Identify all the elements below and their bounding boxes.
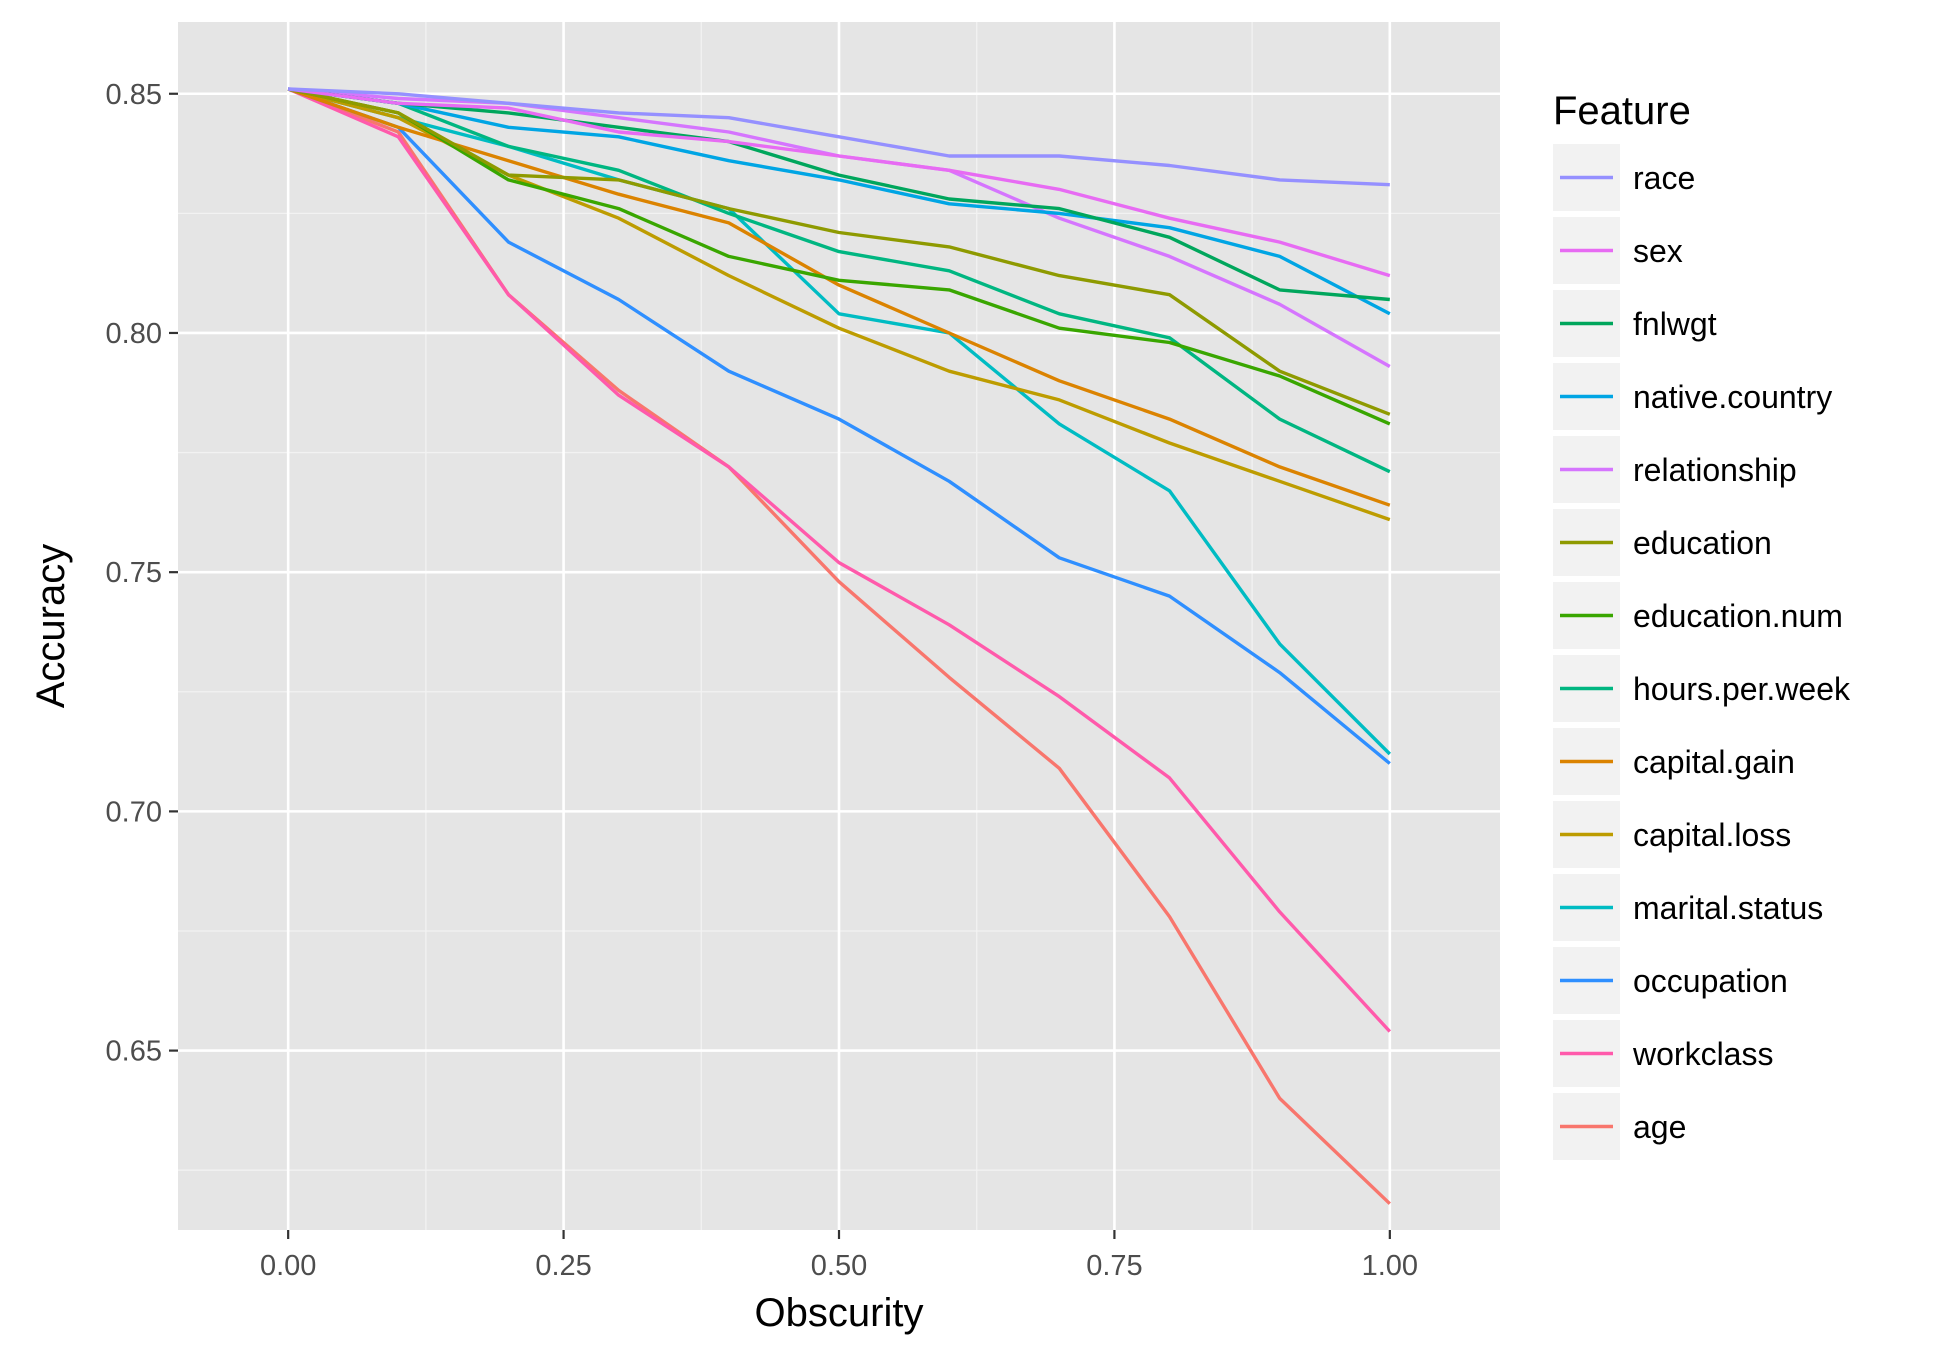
series-line-sex — [287, 87, 1391, 278]
series-lines — [287, 87, 1392, 1205]
legend-label-occupation: occupation — [1633, 963, 1788, 999]
legend-label-native-country: native.country — [1633, 379, 1832, 415]
y-axis-title: Accuracy — [29, 544, 73, 709]
x-axis-ticks: 0.00 0.25 0.50 0.75 1.00 — [260, 1230, 1418, 1282]
y-axis-ticks: 0.65 0.70 0.75 0.80 0.85 — [106, 79, 178, 1068]
x-tick-label: 0.75 — [1086, 1250, 1142, 1282]
series-line-workclass — [287, 87, 1392, 1033]
series-line-fnlwgt — [287, 87, 1390, 302]
legend-label-education: education — [1633, 525, 1772, 561]
legend-label-workclass: workclass — [1632, 1036, 1773, 1072]
x-tick-label: 0.50 — [811, 1250, 867, 1282]
y-tick-label: 0.70 — [106, 796, 162, 828]
series-line-race — [288, 87, 1390, 187]
y-tick-label: 0.75 — [106, 557, 162, 589]
legend-title: Feature — [1553, 89, 1691, 133]
series-line-hours-per-week — [287, 87, 1391, 474]
y-tick-label: 0.65 — [106, 1036, 162, 1068]
series-line-capital-gain — [287, 87, 1391, 507]
legend-label-education-num: education.num — [1633, 598, 1843, 634]
legend-label-hours-per-week: hours.per.week — [1633, 671, 1851, 707]
x-tick-label: 1.00 — [1362, 1250, 1418, 1282]
legend-label-fnlwgt: fnlwgt — [1633, 306, 1717, 342]
legend-label-marital-status: marital.status — [1633, 890, 1823, 926]
legend: Feature race sex fnlwgt native.country relat… — [1553, 89, 1851, 1160]
y-tick-label: 0.80 — [106, 318, 162, 350]
series-line-occupation — [287, 87, 1391, 765]
x-axis-title: Obscurity — [755, 1291, 924, 1335]
legend-label-relationship: relationship — [1633, 452, 1797, 488]
major-grid — [178, 22, 1500, 1230]
series-line-education-num — [287, 87, 1391, 426]
series-line-education — [287, 87, 1391, 416]
legend-label-capital-loss: capital.loss — [1633, 817, 1791, 853]
x-tick-label: 0.25 — [535, 1250, 591, 1282]
legend-label-sex: sex — [1633, 233, 1683, 269]
series-line-native-country — [287, 87, 1391, 316]
legend-label-age: age — [1633, 1109, 1686, 1145]
legend-label-race: race — [1633, 160, 1695, 196]
series-line-marital-status — [287, 87, 1392, 756]
x-tick-label: 0.00 — [260, 1250, 316, 1282]
legend-label-capital-gain: capital.gain — [1633, 744, 1795, 780]
y-tick-label: 0.85 — [106, 79, 162, 111]
